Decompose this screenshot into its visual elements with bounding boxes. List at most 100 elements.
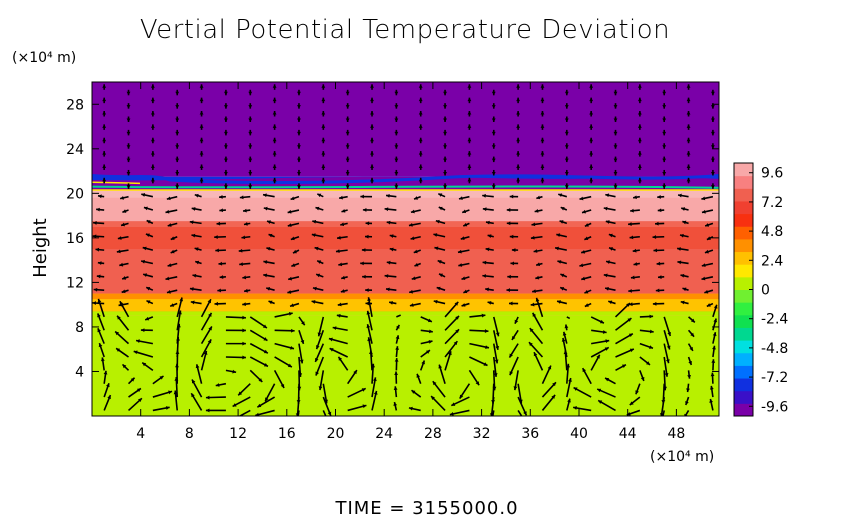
wind-arrow-head [150, 151, 155, 155]
colorbar-tick-label: -2.4 [761, 312, 788, 328]
wind-arrow-head [238, 248, 243, 253]
wind-arrow-head [218, 261, 223, 266]
wind-arrow-head [509, 234, 514, 239]
wind-arrow-head [290, 236, 295, 241]
wind-arrow-head [321, 84, 326, 88]
wind-arrow-head [258, 378, 263, 382]
wind-arrow-head [637, 137, 642, 142]
wind-arrow-head [370, 164, 374, 168]
wind-arrow-head [290, 345, 294, 350]
wind-arrow-head [609, 247, 613, 251]
wind-arrow-head [268, 300, 273, 305]
wind-arrow-head [248, 91, 253, 96]
wind-arrow-head [656, 261, 661, 266]
wind-arrow-head [628, 302, 633, 307]
wind-arrow-head [241, 235, 246, 240]
wind-arrow-head [510, 261, 515, 266]
wind-arrow-head [143, 206, 148, 211]
wind-arrow-head [145, 316, 150, 321]
colorbar-tick-label: 7.2 [761, 195, 783, 211]
wind-arrow-head [564, 171, 569, 176]
wind-arrow-head [637, 111, 642, 115]
wind-arrow-head [394, 105, 399, 109]
wind-arrow-head [341, 208, 346, 213]
wind-arrow-head [589, 151, 594, 155]
wind-arrow-head [345, 145, 350, 149]
wind-arrow-head [217, 288, 221, 293]
top-pink-band [92, 189, 719, 198]
wind-arrow-head [338, 262, 343, 267]
wind-arrow-head [418, 137, 423, 142]
wind-arrow-head [421, 360, 425, 365]
colorbar-swatch [734, 314, 753, 328]
wind-arrow-head [297, 91, 301, 96]
wind-arrow-head [338, 356, 343, 361]
wind-arrow [684, 410, 690, 416]
wind-arrow-head [365, 221, 370, 226]
wind-arrow-head [491, 105, 496, 109]
wind-arrow-head [416, 373, 421, 378]
wind-arrow-head [126, 145, 131, 149]
wind-arrow-head [516, 177, 521, 182]
wind-arrow-head [649, 345, 653, 349]
wind-arrow-head [150, 164, 155, 168]
wind-arrow-head [532, 312, 537, 317]
wind-arrow-head [458, 263, 463, 267]
wind-arrow-head [637, 151, 642, 155]
wind-arrow-head [408, 223, 413, 227]
wind-arrow-head [686, 124, 691, 128]
wind-arrow-head [189, 287, 194, 291]
wind-arrow-head [297, 158, 301, 163]
wind-arrow-head [102, 177, 107, 182]
wind-arrow-head [686, 177, 691, 182]
wind-arrow-head [662, 118, 667, 123]
wind-arrow-head [263, 349, 268, 354]
wind-arrow-head [589, 97, 594, 102]
colorbar-swatch [734, 188, 753, 202]
wind-arrow-head [418, 177, 423, 182]
wind-arrow-head [540, 164, 545, 168]
wind-arrow-head [224, 158, 228, 163]
wind-arrow-head [150, 111, 155, 115]
wind-arrow-head [384, 207, 389, 212]
wind-arrow-head [552, 382, 556, 387]
wind-arrow-head [551, 394, 556, 399]
wind-arrow-head [516, 111, 521, 115]
wind-arrow-head [436, 286, 441, 291]
wind-arrow-head [443, 185, 447, 189]
wind-arrow-head [150, 137, 155, 142]
wind-arrow-head [300, 339, 305, 344]
wind-arrow-head [360, 261, 364, 266]
wind-arrow-head [214, 301, 219, 306]
wind-arrow-head [248, 145, 253, 149]
wind-arrow-head [243, 222, 248, 226]
wind-arrow-head [102, 111, 107, 115]
wind-arrow-head [443, 131, 447, 136]
wind-arrow-head [518, 399, 523, 404]
wind-arrow-head [688, 360, 692, 365]
wind-arrow-head [299, 359, 304, 364]
wind-arrow-head [296, 400, 301, 404]
wind-arrow-head [686, 84, 691, 88]
wind-arrow-head [341, 275, 346, 280]
wind-arrow-head [491, 171, 496, 176]
x-tick-label: 32 [473, 426, 491, 442]
wind-arrow-head [687, 374, 692, 379]
wind-arrow-head [328, 337, 333, 342]
wind-arrow-head [418, 84, 423, 88]
wind-arrow-head [224, 185, 228, 189]
wind-arrow-head [248, 185, 253, 189]
wind-arrow-head [657, 275, 662, 279]
wind-arrow-head [345, 171, 350, 176]
wind-arrow-head [533, 249, 538, 253]
wind-arrow-head [297, 131, 301, 136]
wind-arrow-head [564, 131, 569, 136]
wind-arrow-head [166, 196, 171, 201]
wind-arrow-head [321, 111, 326, 115]
wind-arrow-head [584, 289, 589, 294]
x-tick-label: 12 [229, 426, 247, 442]
wind-arrow-head [345, 158, 350, 163]
wind-arrow-head [362, 208, 367, 212]
wind-arrow-head [117, 315, 121, 320]
wind-arrow-head [432, 381, 437, 386]
